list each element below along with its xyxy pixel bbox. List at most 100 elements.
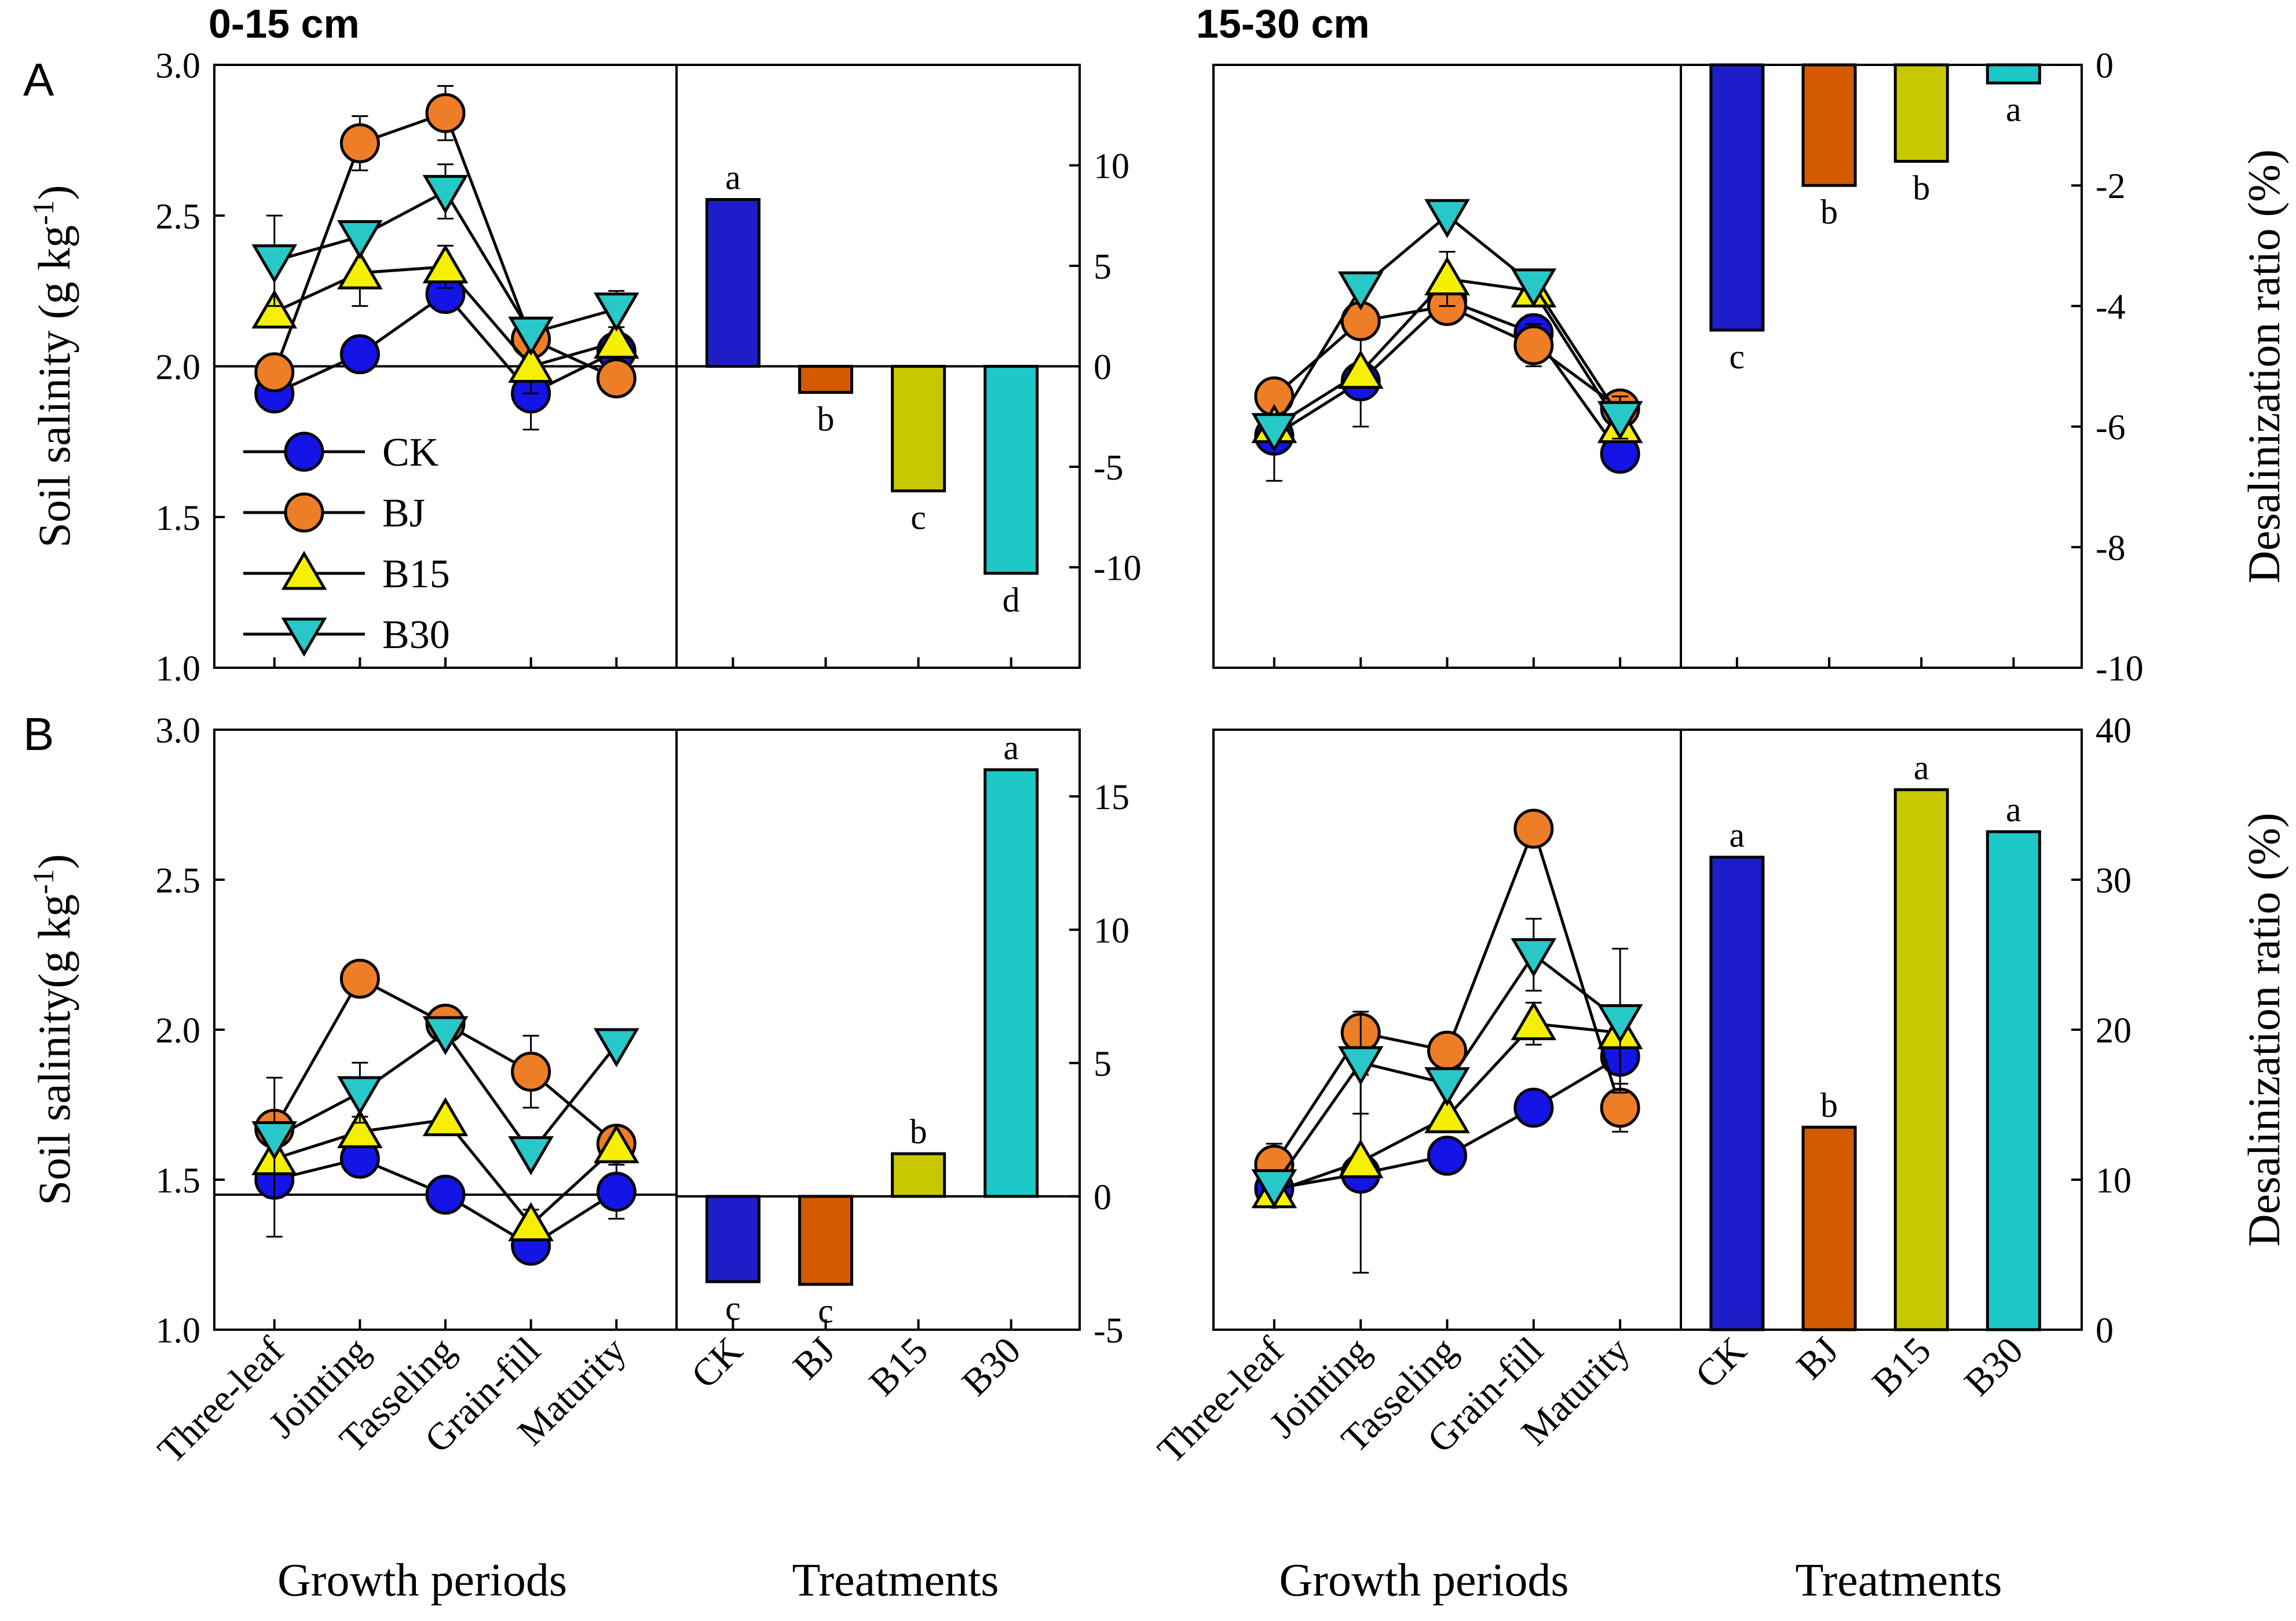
marker-b15 [1511,1001,1557,1041]
significance-label: a [1003,729,1019,767]
marker-b15 [508,343,554,383]
significance-label: b [910,1113,927,1151]
y-tick-label: 2.5 [156,197,201,236]
marker-b15 [1424,1094,1470,1133]
panel-frame [1212,64,2083,669]
marker-bj [596,358,637,398]
y-tick-label-right: -4 [2096,287,2126,327]
bar-b15 [891,365,946,493]
significance-label: a [1730,816,1745,854]
legend-label-b15: B15 [382,552,450,597]
marker-bj [339,958,380,999]
y-tick-label-right: 5 [1094,247,1112,287]
bar-b15 [891,1152,946,1198]
marker-ck [596,1172,637,1212]
marker-b30 [1597,401,1643,440]
marker-b30 [1424,199,1470,239]
marker-b15 [508,1202,554,1242]
significance-label: c [725,1289,741,1327]
marker-b30 [508,1136,554,1176]
bar-bj [798,365,854,394]
legend-label-bj: BJ [382,491,425,536]
x-category-label: B30 [1957,1329,2031,1404]
marker-b30 [593,292,639,332]
x-axis-title-growth: Growth periods [277,1555,567,1606]
series-bj [254,85,637,398]
marker-b30 [337,220,383,259]
bar-b15 [1893,788,1949,1331]
legend-label-b30: B30 [382,613,450,657]
bar-bj [1801,63,1857,187]
marker-b30 [593,1028,639,1067]
y-tick-label-right: 0 [1094,348,1112,387]
x-category-label: B15 [861,1329,936,1404]
marker-b30 [337,1076,383,1115]
marker-b15 [1424,256,1470,296]
y-tick-label-right: 15 [1094,778,1129,817]
bar-b30 [1986,830,2041,1331]
marker-b30 [1337,271,1384,311]
panel-a-right: c b b a -10 -8 -6 -4 -2 0 [1212,46,2144,689]
significance-label: b [1820,193,1838,231]
bar-b30 [1986,63,2041,85]
marker-b15 [1337,349,1384,389]
x-axis-title-treatments: Treatments [1795,1555,2002,1606]
y-tick-label: 3.0 [156,46,201,86]
significance-label: c [1730,338,1745,376]
y-tick-label-right: 0 [1094,1178,1112,1217]
bar-bj [1801,1125,1857,1331]
significance-label: a [1914,749,1929,787]
x-category-label: BJ [785,1329,843,1388]
significance-label: d [1003,581,1020,619]
marker-bj [1513,808,1554,849]
marker-bj [339,123,380,163]
y-tick-label-right: -8 [2096,529,2126,568]
marker-bj [511,1052,551,1092]
y-axis-title-right: Desalinization ratio (%) [2239,813,2289,1246]
y-tick-label: 1.0 [156,649,201,689]
y-tick-label-right: 0 [2096,46,2114,86]
y-axis-title-right: Desalinization ratio (%) [2239,149,2289,583]
y-tick-label-right: 30 [2096,861,2132,901]
bar-bj [798,1195,854,1286]
marker-b15 [251,289,298,329]
y-tick-label: 1.5 [156,1161,201,1201]
bar-ck [1709,63,1765,332]
bar-ck [705,197,761,368]
y-tick-label-right: 0 [2096,1311,2114,1351]
marker-b15 [593,319,639,359]
marker-bj [425,93,466,133]
x-category-label: BJ [1789,1329,1847,1388]
significance-label: b [1913,169,1930,207]
series-bj [1254,808,1640,1187]
plots-layer: a b c d 1.0 1.5 2.0 2.5 3.0 -10 -5 0 5 10 c b b a -10 -8 -6 -… [27,46,2289,1606]
significance-label: a [2006,791,2021,829]
row-label-a: A [23,54,54,105]
row-label-b: B [23,708,54,760]
y-tick-label: 2.5 [156,861,201,901]
marker-b30 [508,316,554,356]
marker-b30 [1597,1004,1643,1044]
marker-b30 [1337,1046,1384,1085]
series-b30 [251,163,639,356]
marker-b30 [251,1121,298,1161]
y-tick-label-right: -5 [1094,1311,1124,1351]
y-tick-label: 1.5 [156,499,201,538]
marker-b15 [337,1109,383,1148]
marker-b15 [1337,1139,1384,1179]
series-b30 [251,1016,639,1199]
marker-b30 [422,1016,469,1056]
x-category-label: Three-leaf [1150,1329,1292,1472]
marker-b30 [251,244,298,284]
panel-frame [213,729,1081,1331]
x-axis-title-growth: Growth periods [1279,1555,1569,1606]
marker-bj [1600,1088,1640,1128]
depth-label-15-30: 15-30 cm [1196,1,1370,46]
y-tick-label-right: -10 [1094,549,1142,588]
marker-b30 [422,175,469,214]
legend-label-ck: CK [382,430,438,475]
significance-label: c [911,499,926,537]
significance-label: b [1820,1086,1838,1124]
panel-b-right: abaa010203040Three-leafJointingTasseling… [1150,711,2132,1606]
